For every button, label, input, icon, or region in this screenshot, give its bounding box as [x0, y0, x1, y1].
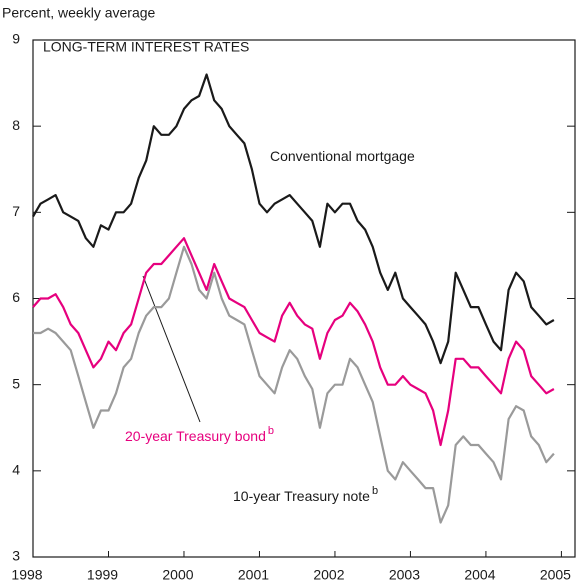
y-tick-label: 3: [12, 548, 20, 564]
series-superscript: b: [268, 425, 274, 437]
y-axis-label: Percent, weekly average: [2, 5, 156, 21]
x-tick-label: 1998: [11, 567, 42, 583]
y-tick-label: 5: [12, 375, 20, 391]
x-tick-label: 2001: [238, 567, 269, 583]
x-tick-label: 2003: [389, 567, 420, 583]
y-tick-label: 8: [12, 117, 20, 133]
plot-frame: [32, 39, 576, 558]
y-tick-label: 4: [12, 462, 20, 478]
y-tick-label: 9: [12, 31, 20, 47]
x-tick-label: 2005: [540, 567, 571, 583]
x-tick-label: 2000: [162, 567, 193, 583]
series-name: 20-year Treasury bond: [125, 428, 266, 444]
y-tick-label: 7: [12, 203, 20, 219]
series-name: Conventional mortgage: [270, 148, 415, 164]
x-tick-label: 2004: [464, 567, 495, 583]
series-line: [32, 237, 555, 447]
x-tick-label: 2002: [313, 567, 344, 583]
series-label: 10-year Treasury note b: [233, 485, 378, 504]
series-label: 20-year Treasury bond b: [125, 425, 274, 444]
pointer-line: [142, 275, 201, 423]
x-tick-label: 1999: [87, 567, 118, 583]
series-superscript: b: [372, 485, 378, 497]
series-name: 10-year Treasury note: [233, 488, 370, 504]
series-label: Conventional mortgage: [270, 148, 415, 164]
y-tick-label: 6: [12, 289, 20, 305]
series-line: [32, 73, 555, 365]
chart-title: LONG-TERM INTEREST RATES: [43, 39, 249, 55]
series-line: [33, 245, 555, 524]
